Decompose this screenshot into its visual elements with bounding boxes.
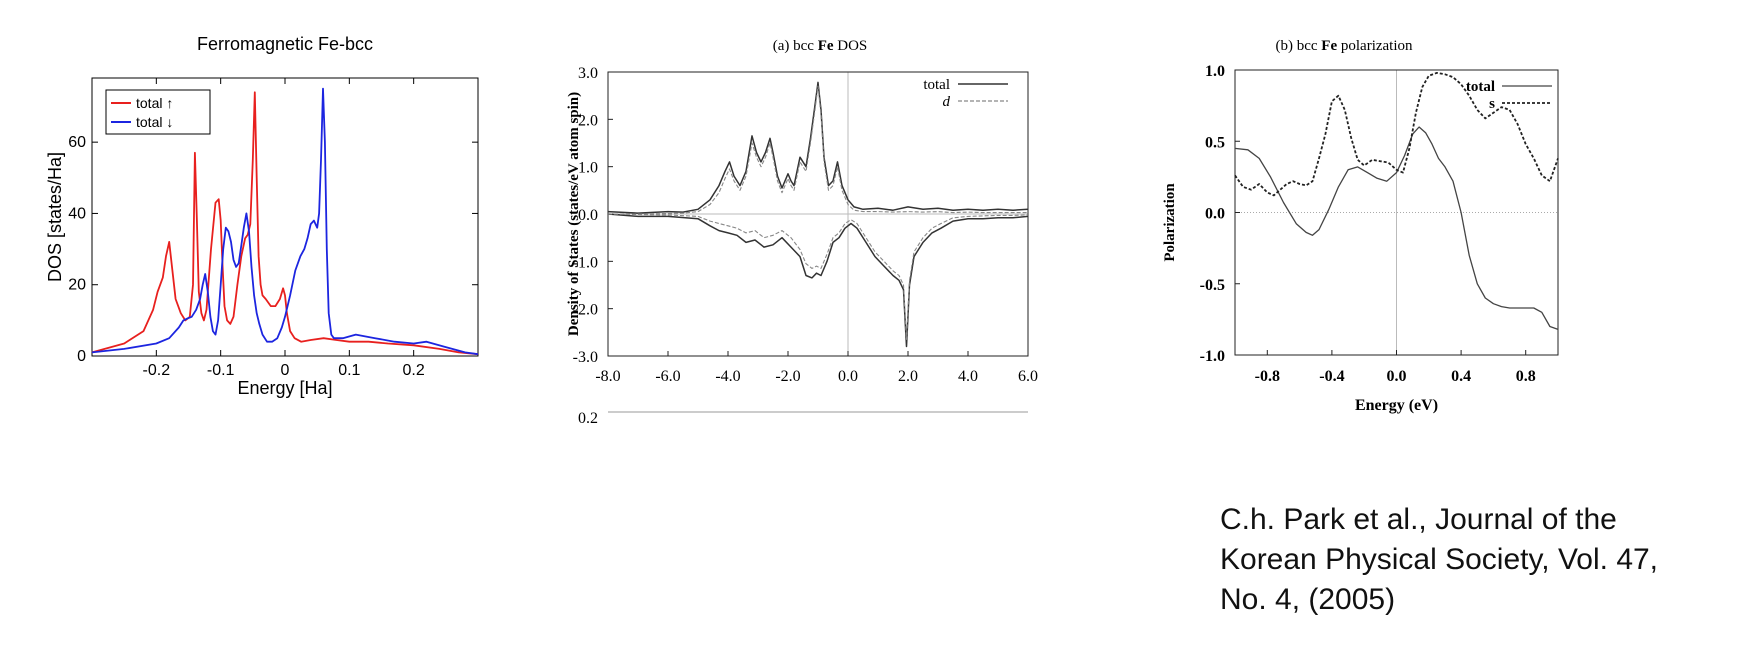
series-line xyxy=(91,91,479,356)
y-tick-label: 3.0 xyxy=(578,65,598,82)
y-tick-label: 1.0 xyxy=(578,160,598,177)
y-tick-label: 40 xyxy=(68,205,86,222)
legend-label: total xyxy=(1466,79,1495,95)
chart-title: (a) bcc Fe DOS xyxy=(773,38,868,54)
x-tick-label: 0.0 xyxy=(1387,368,1407,385)
series-line xyxy=(607,213,1029,348)
y-axis-label: Polarization xyxy=(1162,183,1178,262)
y-tick-label: -3.0 xyxy=(573,349,598,366)
y-tick-label: 2.0 xyxy=(578,112,598,129)
dos-chart: Ferromagnetic Fe-bcc -0.2 -0.1 0 0.1 0.2 0 20 40… xyxy=(45,34,479,398)
y-axis-label: DOS [states/Ha] xyxy=(45,152,65,282)
legend-label: s xyxy=(1489,96,1495,112)
y-tick-label: 0.5 xyxy=(1205,134,1225,151)
x-tick-label: 4.0 xyxy=(958,368,978,385)
x-tick-label: 0.8 xyxy=(1516,368,1536,385)
x-tick-label: 0.1 xyxy=(338,362,360,379)
legend-label: d xyxy=(943,94,951,110)
y-tick-label: -1.0 xyxy=(1200,348,1225,365)
x-tick-label: 0.0 xyxy=(838,368,858,385)
cutoff-tick-label: 0.2 xyxy=(578,410,598,427)
series-line xyxy=(91,87,479,356)
y-tick-label: -1.0 xyxy=(573,254,598,271)
chart-panel-bcc-fe-dos: (a) bcc Fe DOS -8.0 -6.0 -4.0 -2.0 0.0 2.0 4.0 6… xyxy=(560,0,1160,470)
x-axis-label: Energy (eV) xyxy=(1355,397,1438,414)
y-tick-label: -2.0 xyxy=(573,302,598,319)
series-line xyxy=(608,85,1028,215)
bcc-fe-polarization-chart: (b) bcc Fe polarization -0.8 -0.4 0.0 0.4 0.8… xyxy=(1162,38,1559,414)
x-tick-label: 2.0 xyxy=(898,368,918,385)
y-tick-label: 1.0 xyxy=(1205,63,1225,80)
x-tick-label: 0 xyxy=(281,362,290,379)
chart-title: (b) bcc Fe polarization xyxy=(1275,38,1413,54)
y-tick-label: 0 xyxy=(77,348,86,365)
x-tick-label: -2.0 xyxy=(775,368,800,385)
x-tick-label: -0.4 xyxy=(1319,368,1344,385)
x-tick-label: -8.0 xyxy=(595,368,620,385)
x-tick-label: -0.8 xyxy=(1255,368,1280,385)
citation: C.h. Park et al., Journal of the Korean … xyxy=(1220,500,1720,620)
y-tick-label: 0.0 xyxy=(578,207,598,224)
citation-line: C.h. Park et al., Journal of the xyxy=(1220,503,1617,536)
y-tick-label: 0.0 xyxy=(1205,206,1225,223)
x-tick-label: -0.2 xyxy=(143,362,171,379)
series-line xyxy=(1234,126,1559,331)
legend-label: total xyxy=(923,77,950,93)
x-tick-label: -0.1 xyxy=(207,362,235,379)
x-tick-label: -6.0 xyxy=(655,368,680,385)
series-line xyxy=(607,213,1029,340)
y-axis-label: Density of States (states/eV atom spin) xyxy=(566,92,582,336)
x-tick-label: 0.4 xyxy=(1451,368,1471,385)
x-tick-label: 0.2 xyxy=(403,362,425,379)
series-line xyxy=(1234,72,1559,197)
y-tick-label: 20 xyxy=(68,277,86,294)
chart-panel-dos-ha: Ferromagnetic Fe-bcc -0.2 -0.1 0 0.1 0.2 0 20 40… xyxy=(0,0,560,470)
y-tick-label: 60 xyxy=(68,134,86,151)
y-tick-label: -0.5 xyxy=(1200,277,1225,294)
x-tick-label: -4.0 xyxy=(715,368,740,385)
legend-label: total ↑ xyxy=(136,95,173,111)
chart-title: Ferromagnetic Fe-bcc xyxy=(197,34,373,54)
legend-label: total ↓ xyxy=(136,114,173,130)
bcc-fe-dos-chart: (a) bcc Fe DOS -8.0 -6.0 -4.0 -2.0 0.0 2.0 4.0 6… xyxy=(566,38,1038,427)
x-axis-label: Energy [Ha] xyxy=(237,378,332,398)
series-line xyxy=(607,81,1029,214)
legend-box xyxy=(105,89,211,135)
chart-panel-bcc-fe-polarization: (b) bcc Fe polarization -0.8 -0.4 0.0 0.4 0.8… xyxy=(1160,0,1737,470)
x-tick-label: 6.0 xyxy=(1018,368,1038,385)
citation-line: No. 4, (2005) xyxy=(1220,583,1396,616)
citation-line: Korean Physical Society, Vol. 47, xyxy=(1220,543,1659,576)
